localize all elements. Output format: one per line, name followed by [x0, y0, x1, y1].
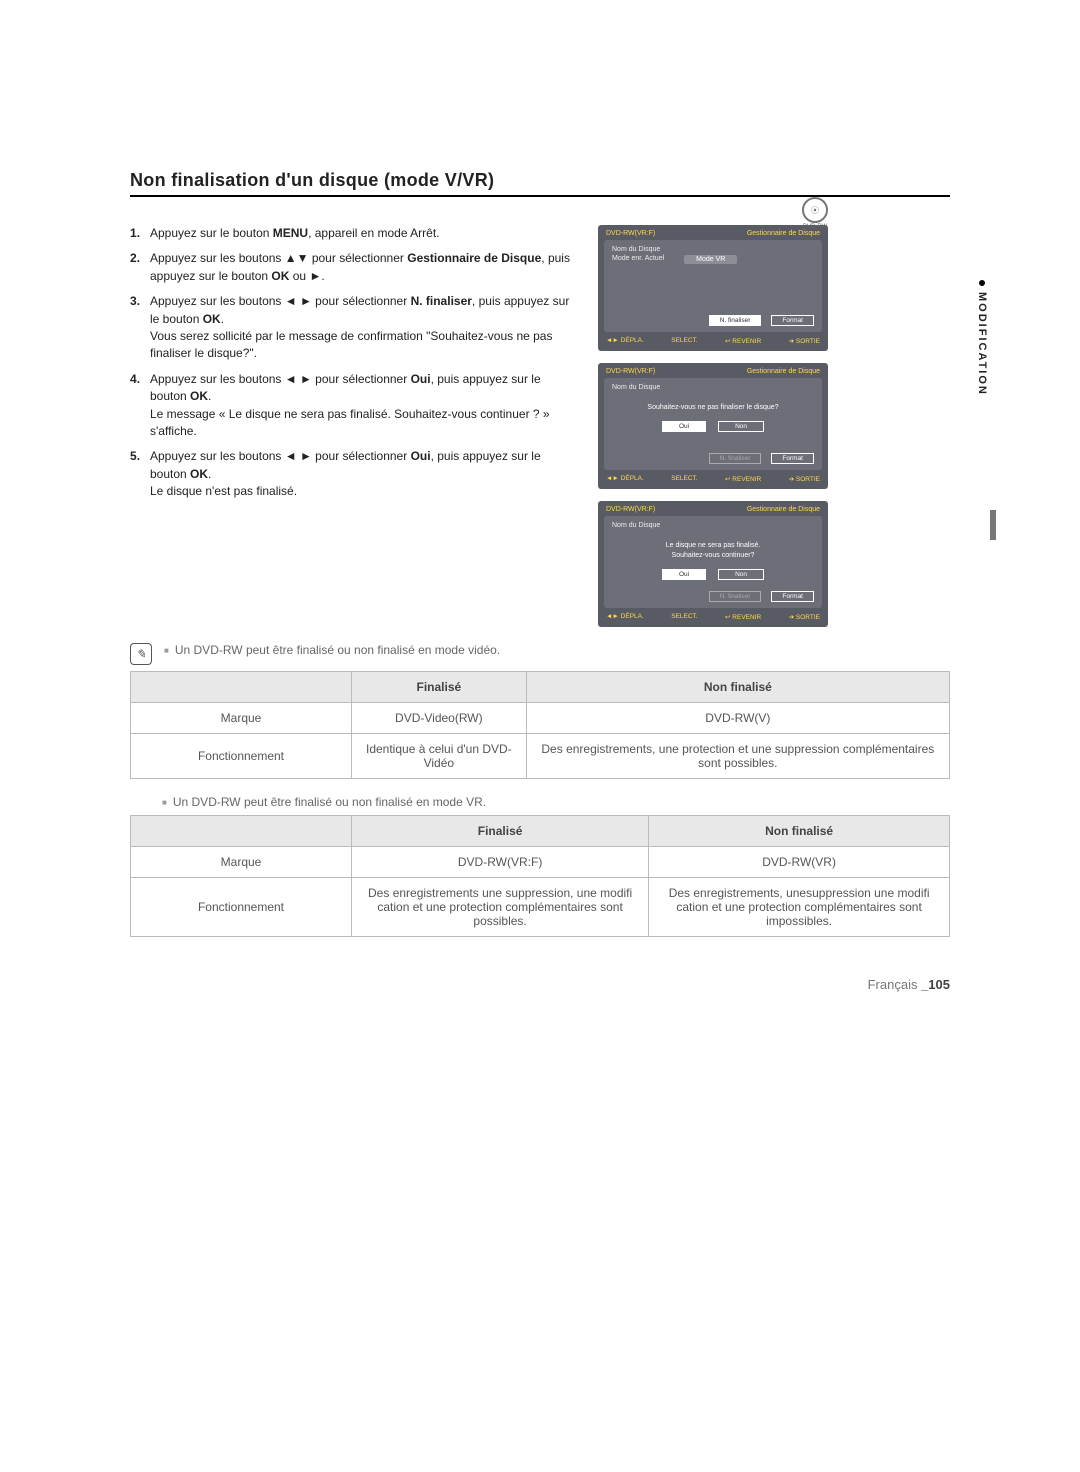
screen-btn-row: N. finaliser Format — [709, 453, 814, 464]
table-row: Fonctionnement Identique à celui d'un DV… — [131, 734, 950, 779]
side-tab-label: MODIFICATION — [976, 292, 988, 396]
th-finalise: Finalisé — [352, 672, 527, 703]
footer-lang: Français — [868, 977, 921, 992]
page: Non finalisation d'un disque (mode V/VR)… — [130, 170, 950, 992]
btn-format: Format — [771, 453, 814, 464]
disc-icon-label: DVD-RW — [803, 224, 828, 230]
choice-row: Oui Non — [612, 421, 814, 432]
btn-nfinaliser: N. finaliser — [709, 591, 762, 602]
th-nonfinalise: Non finalisé — [526, 672, 949, 703]
screen-header: DVD-RW(VR:F) Gestionnaire de Disque — [598, 225, 828, 240]
screen-body: Nom du Disque Le disque ne sera pas fina… — [604, 516, 822, 608]
bullet-icon: ■ — [162, 798, 167, 807]
table-video: Finalisé Non finalisé Marque DVD-Video(R… — [130, 671, 950, 779]
page-footer: Français _105 — [130, 977, 950, 992]
side-marker — [990, 510, 996, 540]
bullet-icon: ■ — [164, 646, 169, 655]
screen-body: Nom du Disque Souhaitez-vous ne pas fina… — [604, 378, 822, 470]
steps-list: Appuyez sur le bouton MENU, appareil en … — [130, 225, 580, 508]
modal-text: Souhaitez-vous ne pas finaliser le disqu… — [612, 403, 814, 413]
screen-header: DVD-RW(VR:F) Gestionnaire de Disque — [598, 501, 828, 516]
screenshots-column: ⦿ DVD-RW DVD-RW(VR:F) Gestionnaire de Di… — [598, 225, 828, 627]
th-finalise: Finalisé — [352, 816, 649, 847]
note-icon: ✎ — [130, 643, 152, 665]
step-5: Appuyez sur les boutons ◄ ► pour sélecti… — [130, 448, 580, 500]
choice-non: Non — [718, 569, 764, 580]
btn-format: Format — [771, 315, 814, 326]
screen-3: DVD-RW(VR:F) Gestionnaire de Disque Nom … — [598, 501, 828, 627]
modal-text: Le disque ne sera pas finalisé. Souhaite… — [612, 541, 814, 561]
screen-body: Nom du Disque Mode enr. ActuelMode VR N.… — [604, 240, 822, 332]
disc-icon: ⦿ DVD-RW — [802, 197, 828, 230]
table-row: Marque DVD-Video(RW) DVD-RW(V) — [131, 703, 950, 734]
footer-page: _105 — [921, 977, 950, 992]
side-tab-modification: MODIFICATION — [976, 280, 988, 396]
th-nonfinalise: Non finalisé — [649, 816, 950, 847]
content-row: Appuyez sur le bouton MENU, appareil en … — [130, 225, 950, 627]
btn-nfinaliser: N. finaliser — [709, 315, 762, 326]
choice-oui: Oui — [662, 421, 706, 432]
screen-btn-row: N. finaliser Format — [709, 591, 814, 602]
table-vr: Finalisé Non finalisé Marque DVD-RW(VR:F… — [130, 815, 950, 937]
page-title: Non finalisation d'un disque (mode V/VR) — [130, 170, 950, 197]
bullet-icon — [979, 280, 985, 286]
th-blank — [131, 816, 352, 847]
th-blank — [131, 672, 352, 703]
step-1: Appuyez sur le bouton MENU, appareil en … — [130, 225, 580, 242]
screen-footer: ◄► DÉPLA. SELECT. ↩ REVENIR ➔ SORTIE — [598, 608, 828, 627]
step-3: Appuyez sur les boutons ◄ ► pour sélecti… — [130, 293, 580, 363]
table-row: Fonctionnement Des enregistrements une s… — [131, 878, 950, 937]
table-row: Marque DVD-RW(VR:F) DVD-RW(VR) — [131, 847, 950, 878]
screen-footer: ◄► DÉPLA. SELECT. ↩ REVENIR ➔ SORTIE — [598, 470, 828, 489]
screen-footer: ◄► DÉPLA. SELECT. ↩ REVENIR ➔ SORTIE — [598, 332, 828, 351]
step-4: Appuyez sur les boutons ◄ ► pour sélecti… — [130, 371, 580, 441]
screen-1: DVD-RW(VR:F) Gestionnaire de Disque Nom … — [598, 225, 828, 351]
screen-header: DVD-RW(VR:F) Gestionnaire de Disque — [598, 363, 828, 378]
btn-nfinaliser: N. finaliser — [709, 453, 762, 464]
note-video: ✎ ■ Un DVD-RW peut être finalisé ou non … — [130, 643, 950, 665]
screen-2: DVD-RW(VR:F) Gestionnaire de Disque Nom … — [598, 363, 828, 489]
choice-non: Non — [718, 421, 764, 432]
disc-icon-circle: ⦿ — [802, 197, 828, 223]
step-2: Appuyez sur les boutons ▲▼ pour sélectio… — [130, 250, 580, 285]
note-text: ■ Un DVD-RW peut être finalisé ou non fi… — [164, 643, 500, 657]
choice-oui: Oui — [662, 569, 706, 580]
note-vr: ■ Un DVD-RW peut être finalisé ou non fi… — [130, 795, 950, 809]
note-text: ■ Un DVD-RW peut être finalisé ou non fi… — [162, 795, 486, 809]
screen-btn-row: N. finaliser Format — [709, 315, 814, 326]
choice-row: Oui Non — [612, 569, 814, 580]
btn-format: Format — [771, 591, 814, 602]
